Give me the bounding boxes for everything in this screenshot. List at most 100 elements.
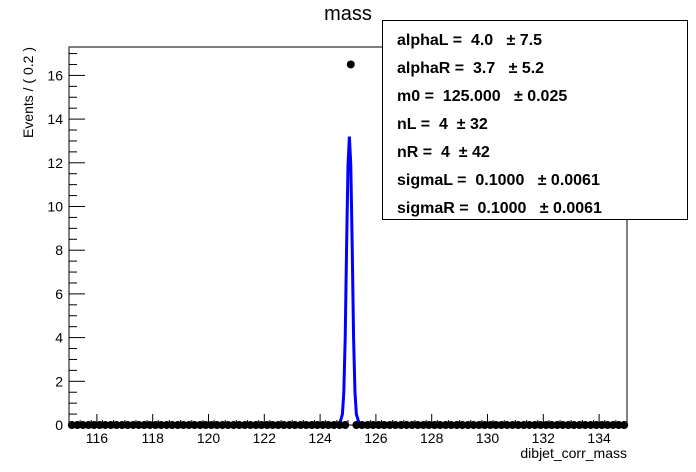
data-point (413, 421, 422, 429)
data-point (586, 421, 595, 429)
data-point (491, 421, 500, 429)
x-axis-label: dibjet_corr_mass (520, 445, 627, 461)
data-point (603, 421, 612, 429)
data-point (296, 421, 305, 429)
fit-parameter-row: sigmaR = 0.1000 ± 0.0061 (397, 195, 602, 223)
parameter-value: ± 42 (458, 144, 490, 161)
data-point (246, 421, 255, 429)
y-tick-label: 12 (47, 155, 63, 171)
y-tick-label: 6 (55, 286, 63, 302)
data-point (620, 421, 629, 429)
data-point (374, 421, 383, 429)
data-point (129, 421, 138, 429)
fit-parameter-row: nR = 4 ± 42 (397, 139, 490, 167)
data-point (341, 421, 350, 429)
data-point (106, 421, 115, 429)
fit-parameter-row: sigmaL = 0.1000 ± 0.0061 (397, 167, 600, 195)
data-point (78, 421, 87, 429)
data-point (402, 421, 411, 429)
data-point (441, 421, 450, 429)
parameter-label: m0 = 125.000 (397, 88, 514, 105)
x-tick-label: 128 (420, 430, 444, 446)
data-point (391, 421, 400, 429)
parameter-label: alphaR = 3.7 (397, 60, 509, 77)
x-tick-label: 122 (253, 430, 277, 446)
data-point (447, 421, 456, 429)
data-point (84, 421, 93, 429)
data-point (212, 421, 221, 429)
data-point (224, 421, 233, 429)
data-point (330, 421, 339, 429)
data-point (497, 421, 506, 429)
data-point (592, 421, 601, 429)
data-point (475, 421, 484, 429)
data-point (564, 421, 573, 429)
data-point (486, 421, 495, 429)
data-point (318, 421, 327, 429)
data-point (569, 421, 578, 429)
x-tick-label: 130 (476, 430, 500, 446)
parameter-value: ± 5.2 (508, 60, 545, 77)
parameter-value: ± 7.5 (506, 32, 542, 49)
y-tick-label: 8 (55, 242, 63, 258)
data-point (229, 421, 238, 429)
fit-parameter-row: m0 = 125.000 ± 0.025 (397, 83, 567, 111)
parameter-value: ± 0.0061 (539, 200, 602, 217)
fit-curve-line (69, 136, 627, 427)
data-points (67, 60, 629, 429)
data-point (235, 421, 244, 429)
fit-curve (69, 136, 627, 427)
data-point (357, 421, 366, 429)
data-point (207, 421, 216, 429)
data-point (157, 421, 166, 429)
fit-parameter-row: alphaL = 4.0 ± 7.5 (397, 27, 542, 55)
data-point (436, 421, 445, 429)
data-point (73, 421, 82, 429)
y-tick-label: 0 (55, 417, 63, 433)
data-point (285, 421, 294, 429)
parameter-value: ± 0.0061 (537, 172, 600, 189)
y-tick-label: 10 (47, 199, 63, 215)
data-point (581, 421, 590, 429)
data-point (313, 421, 322, 429)
data-point (597, 421, 606, 429)
data-point (162, 421, 171, 429)
data-point (145, 421, 154, 429)
data-point (140, 421, 149, 429)
y-tick-label: 4 (55, 330, 63, 346)
data-point (201, 421, 210, 429)
x-tick-label: 124 (308, 430, 332, 446)
data-point (251, 421, 260, 429)
data-point (263, 421, 272, 429)
data-point (609, 421, 618, 429)
data-point (525, 421, 534, 429)
data-point (196, 421, 205, 429)
data-point (458, 421, 467, 429)
data-point (614, 421, 623, 429)
data-point (274, 421, 283, 429)
data-point (90, 421, 99, 429)
data-point (257, 421, 266, 429)
data-point (480, 421, 489, 429)
axes: 116 118 120 122 124 126 128 130 132 134 0 2 4 6 8 10 12 1… (47, 53, 617, 446)
parameter-value: ± 0.025 (513, 88, 568, 105)
y-tick-label: 2 (55, 373, 63, 389)
data-point (173, 421, 182, 429)
x-tick-label: 126 (364, 430, 388, 446)
data-point (514, 421, 523, 429)
y-tick-label: 14 (47, 111, 63, 127)
data-point (547, 421, 556, 429)
parameter-label: sigmaR = 0.1000 (397, 200, 540, 217)
data-point (184, 421, 193, 429)
y-axis-label: Events / ( 0.2 ) (20, 47, 36, 138)
data-point (430, 421, 439, 429)
data-point (369, 421, 378, 429)
parameter-label: nR = 4 (397, 144, 459, 161)
data-point (352, 421, 361, 429)
data-point (536, 421, 545, 429)
parameter-value: ± 32 (456, 116, 488, 133)
data-point (419, 421, 428, 429)
data-point (380, 421, 389, 429)
data-point (397, 421, 406, 429)
